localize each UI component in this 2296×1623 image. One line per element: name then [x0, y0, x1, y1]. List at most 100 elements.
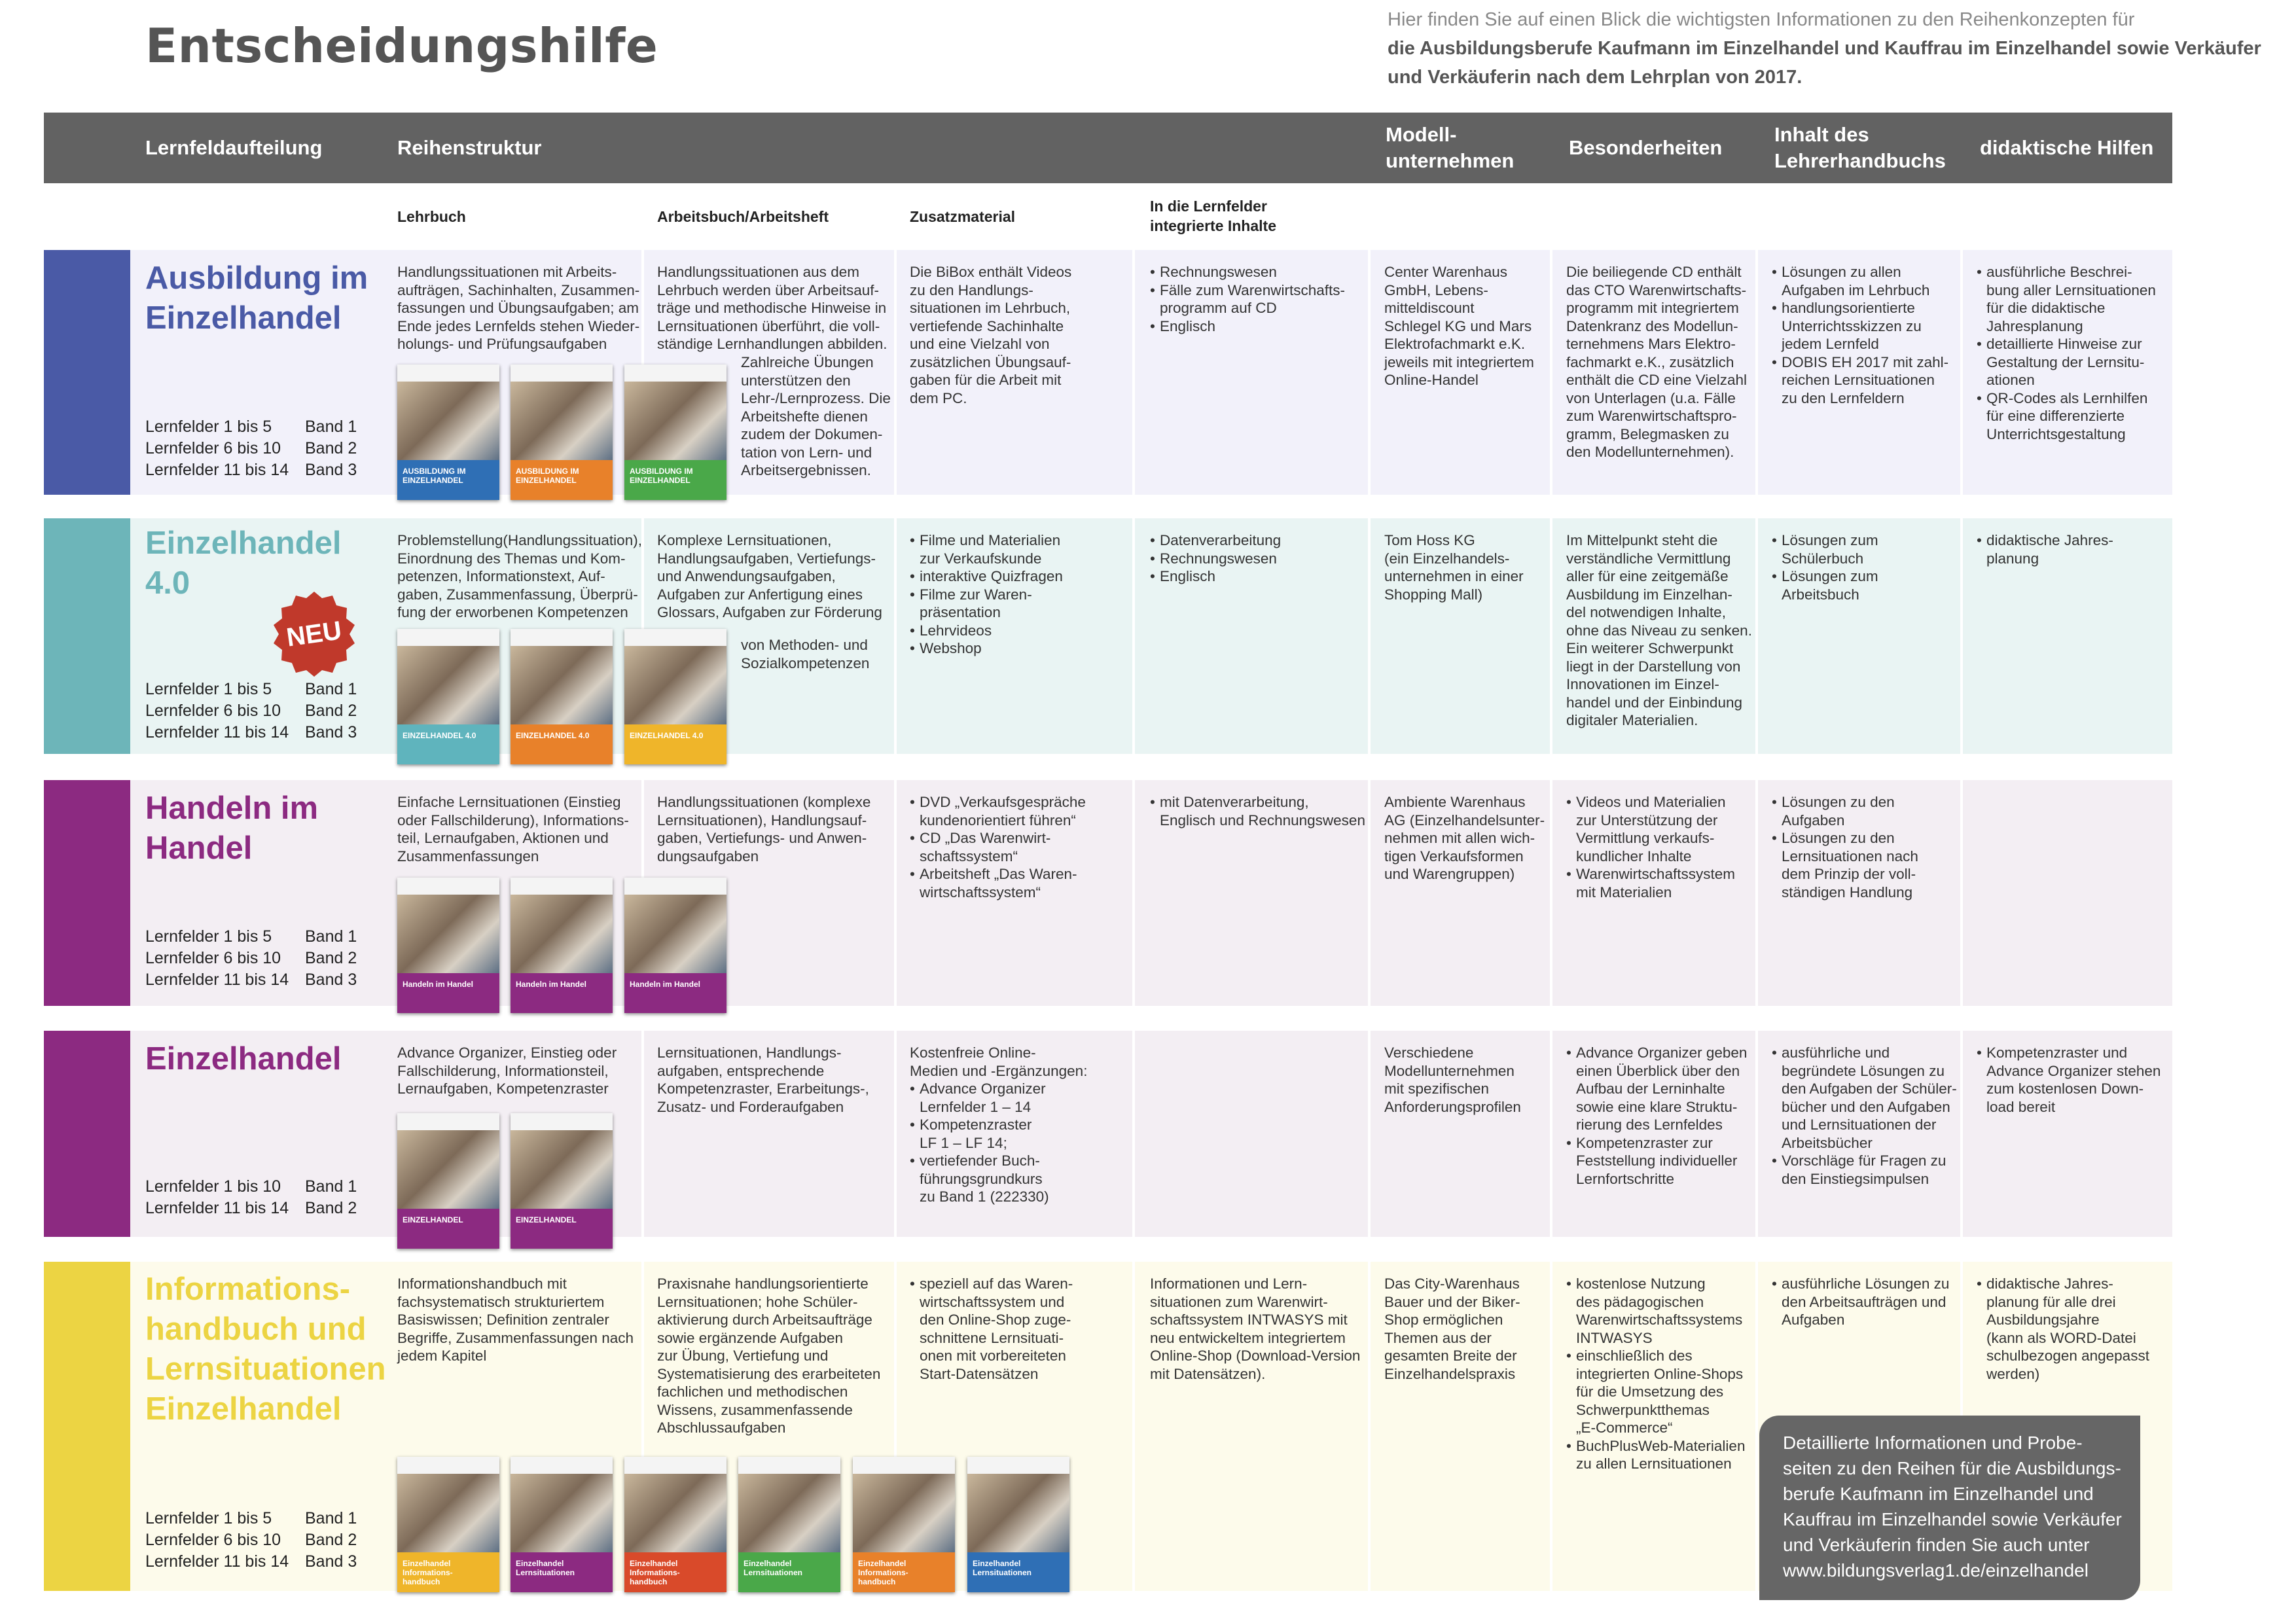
list-item: Vorschläge für Fragen zu den Einstiegsim… [1772, 1152, 1957, 1188]
column-divider [1755, 1262, 1758, 1591]
series-color-stripe [44, 250, 130, 495]
lernfeld-line: Lernfelder 6 bis 10 Band 2 [145, 948, 357, 969]
band-label: Band 3 [305, 1552, 357, 1571]
page-title: Entscheidungshilfe [145, 18, 658, 73]
list-item: Kompetenzraster und Advance Organizer st… [1977, 1044, 2161, 1116]
lernfeld-range: Lernfelder 6 bis 10 [145, 1531, 281, 1549]
lernfeld-range: Lernfelder 1 bis 5 [145, 680, 272, 698]
lehrerhandbuch-list: Lösungen zum SchülerbuchLösungen zum Arb… [1772, 531, 1878, 603]
list-item: Fälle zum Warenwirtschafts- programm auf… [1150, 281, 1345, 317]
cover-title: Einzelhandel Informations- handbuch [858, 1559, 908, 1586]
arbeitsbuch-text: Lernsituationen, Handlungs- aufgaben, en… [657, 1044, 869, 1115]
besonderheiten-list: Videos und Materialien zur Unterstützung… [1566, 793, 1735, 901]
lernfeld-range: Lernfelder 1 bis 5 [145, 1509, 272, 1527]
column-divider [1755, 1031, 1758, 1237]
column-divider [1368, 250, 1371, 495]
cover-band: Einzelhandel Informations- handbuch [397, 1552, 499, 1592]
book-cover: EINZELHANDEL 4.0 [624, 629, 726, 764]
cover-photo [397, 382, 499, 460]
lehrerhandbuch-list: Lösungen zu den AufgabenLösungen zu den … [1772, 793, 1918, 901]
cover-band: AUSBILDUNG IM EINZELHANDEL [511, 460, 613, 500]
lernfeld-range: Lernfelder 11 bis 14 [145, 971, 289, 989]
lernfeld-list: Lernfelder 1 bis 5 Band 1 Lernfelder 6 bis… [145, 926, 357, 991]
lernfeld-range: Lernfelder 6 bis 10 [145, 439, 281, 457]
modellunternehmen-text: Tom Hoss KG (ein Einzelhandels- unterneh… [1384, 532, 1524, 603]
cover-header [511, 1113, 613, 1130]
cover-band: Einzelhandel Lernsituationen [511, 1552, 613, 1592]
lernfeld-line: Lernfelder 6 bis 10 Band 2 [145, 700, 357, 722]
cover-title: Handeln im Handel [630, 980, 701, 989]
modellunternehmen-text: Center Warenhaus GmbH, Lebens- mitteldis… [1384, 264, 1534, 388]
cover-photo [397, 895, 499, 973]
book-cover: Handeln im Handel [624, 878, 726, 1013]
lernfeld-list: Lernfelder 1 bis 5 Band 1 Lernfelder 6 bis… [145, 416, 357, 481]
lernfeld-range: Lernfelder 11 bis 14 [145, 1199, 289, 1217]
list-item: ausführliche und begründete Lösungen zu … [1772, 1044, 1957, 1152]
column-divider [1368, 518, 1371, 754]
cover-header [624, 629, 726, 646]
cover-band: Handeln im Handel [624, 973, 726, 1013]
series-color-stripe [44, 1031, 130, 1237]
lehrbuch-text: Advance Organizer, Einstieg oder Fallsch… [397, 1044, 617, 1097]
column-divider [1755, 518, 1758, 754]
band-label: Band 3 [305, 971, 357, 989]
cover-band: Einzelhandel Lernsituationen [738, 1552, 840, 1592]
series-title: Einzelhandel 4.0 [145, 526, 342, 601]
arbeitsbuch-text: Komplexe Lernsituationen, Handlungsaufga… [657, 532, 882, 620]
lehrerhandbuch-list: ausführliche und begründete Lösungen zu … [1772, 1044, 1957, 1188]
column-divider [641, 1031, 644, 1237]
book-cover: Einzelhandel Lernsituationen [738, 1457, 840, 1592]
list-item: detaillierte Hinweise zur Gestaltung der… [1977, 335, 2156, 389]
list-item: didaktische Jahres- planung [1977, 531, 2113, 567]
header-inhalt: Inhalt des Lehrerhandbuchs [1774, 123, 1946, 172]
subheader-integriert: In die Lernfelder integrierte Inhalte [1150, 198, 1276, 234]
cover-photo [967, 1474, 1069, 1552]
cover-header [397, 1113, 499, 1130]
zusatz-intro: Kostenfreie Online- Medien und -Ergänzun… [910, 1044, 1088, 1079]
lernfeld-line: Lernfelder 6 bis 10 Band 2 [145, 438, 357, 459]
modellunternehmen-text: Ambiente Warenhaus AG (Einzelhandelsunte… [1384, 794, 1545, 882]
column-divider [641, 1262, 644, 1591]
book-cover: EINZELHANDEL 4.0 [397, 629, 499, 764]
column-divider [1368, 1262, 1371, 1591]
lehrerhandbuch-list: Lösungen zu allen Aufgaben im Lehrbuchha… [1772, 263, 1948, 407]
lernfeld-line: Lernfelder 11 bis 14 Band 3 [145, 969, 357, 991]
lernfeld-range: Lernfelder 6 bis 10 [145, 702, 281, 720]
column-divider [1960, 250, 1963, 495]
list-item: Lösungen zu den Lernsituationen nach dem… [1772, 829, 1918, 901]
band-label: Band 2 [305, 702, 357, 720]
besonderheiten-list: Advance Organizer geben einen Überblick … [1566, 1044, 1747, 1188]
list-item: Filme und Materialien zur Verkaufskunde [910, 531, 1063, 567]
column-divider [1550, 1031, 1552, 1237]
cover-photo [397, 1474, 499, 1552]
cover-header [511, 629, 613, 646]
cover-title: Einzelhandel Lernsituationen [744, 1559, 803, 1577]
list-item: Advance Organizer Lernfelder 1 – 14 [910, 1080, 1049, 1116]
list-item: Rechnungswesen [1150, 550, 1281, 568]
lernfeld-line: Lernfelder 1 bis 5 Band 1 [145, 416, 357, 438]
cover-photo [511, 382, 613, 460]
column-divider [1132, 518, 1135, 754]
zusatz-list: Advance Organizer Lernfelder 1 – 14Kompe… [910, 1080, 1049, 1206]
arbeitsbuch-text-cont: Zahlreiche Übungen unterstützen den Lehr… [741, 354, 891, 478]
cover-band: EINZELHANDEL [397, 1209, 499, 1249]
besonderheiten-list: kostenlose Nutzung des pädagogischen War… [1566, 1275, 1745, 1473]
series-color-stripe [44, 518, 130, 754]
lernfeld-list: Lernfelder 1 bis 5 Band 1 Lernfelder 6 bis… [145, 1508, 357, 1573]
list-item: Kompetenzraster zur Feststellung individ… [1566, 1134, 1747, 1188]
cover-band: Handeln im Handel [397, 973, 499, 1013]
table-header: Lernfeldaufteilung Reihenstruktur Modell… [44, 113, 2172, 183]
cover-photo [738, 1474, 840, 1552]
list-item: mit Datenverarbeitung, Englisch und Rech… [1150, 793, 1365, 829]
header-besonder: Besonderheiten [1569, 136, 1723, 159]
cover-title: Handeln im Handel [403, 980, 474, 989]
cover-header [397, 878, 499, 895]
band-label: Band 1 [305, 1509, 357, 1527]
lernfeld-range: Lernfelder 1 bis 5 [145, 927, 272, 946]
cover-header [624, 1457, 726, 1474]
band-label: Band 2 [305, 949, 357, 967]
cover-title: Einzelhandel Lernsituationen [973, 1559, 1032, 1577]
list-item: QR-Codes als Lernhilfen für eine differe… [1977, 389, 2156, 444]
zusatz-text: Die BiBox enthält Videos zu den Handlung… [910, 264, 1072, 406]
didaktik-list: didaktische Jahres- planung für alle dre… [1977, 1275, 2149, 1383]
